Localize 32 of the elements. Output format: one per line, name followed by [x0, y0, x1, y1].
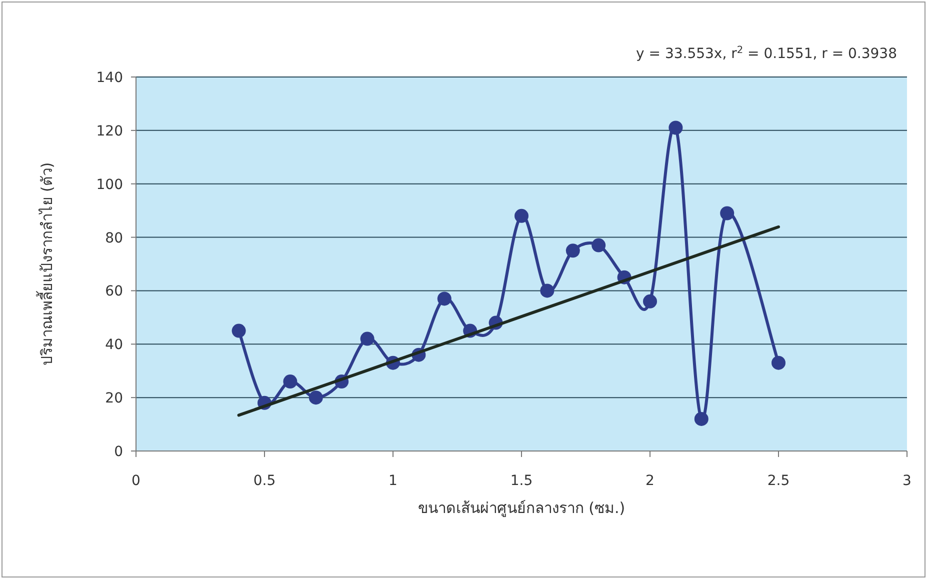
- point: [772, 356, 786, 370]
- x-tick-label: 0: [132, 473, 140, 489]
- y-tick-label: 100: [96, 176, 123, 193]
- x-tick-label: 3: [902, 473, 912, 489]
- point: [437, 292, 452, 306]
- x-axis-title: ขนาดเส้นผ่าศูนย์กลางราก (ซม.): [418, 499, 626, 517]
- y-tick-label: 20: [105, 390, 123, 407]
- point: [540, 284, 554, 298]
- point: [283, 374, 298, 389]
- x-tick-label: 2.5: [767, 473, 790, 489]
- y-axis-title: ปริมาณเพลี้ยแป้งรากลำไย (ตัว): [36, 162, 56, 366]
- x-tick-label: 0.5: [253, 473, 276, 489]
- y-tick-label: 0: [114, 444, 123, 460]
- y-tick-label: 40: [105, 337, 123, 354]
- y-tick-label: 120: [96, 123, 123, 140]
- point: [694, 412, 708, 426]
- text: y = 33.553x, r$^{2}$ = 0.1551, r = 0.3938: [636, 44, 897, 62]
- point: [308, 390, 323, 405]
- point: [232, 324, 246, 338]
- point: [360, 332, 374, 346]
- y-tick-label: 60: [105, 284, 123, 300]
- point: [514, 208, 528, 223]
- point: [643, 294, 657, 308]
- x-tick-label: 1: [388, 473, 398, 489]
- point: [592, 238, 606, 252]
- x-tick-label: 2: [646, 473, 654, 489]
- point: [566, 244, 580, 258]
- point: [720, 206, 734, 220]
- x-tick-label: 1.5: [510, 473, 533, 489]
- y-tick-label: 80: [105, 230, 123, 246]
- point: [668, 120, 683, 135]
- y-tick-label: 140: [96, 70, 123, 86]
